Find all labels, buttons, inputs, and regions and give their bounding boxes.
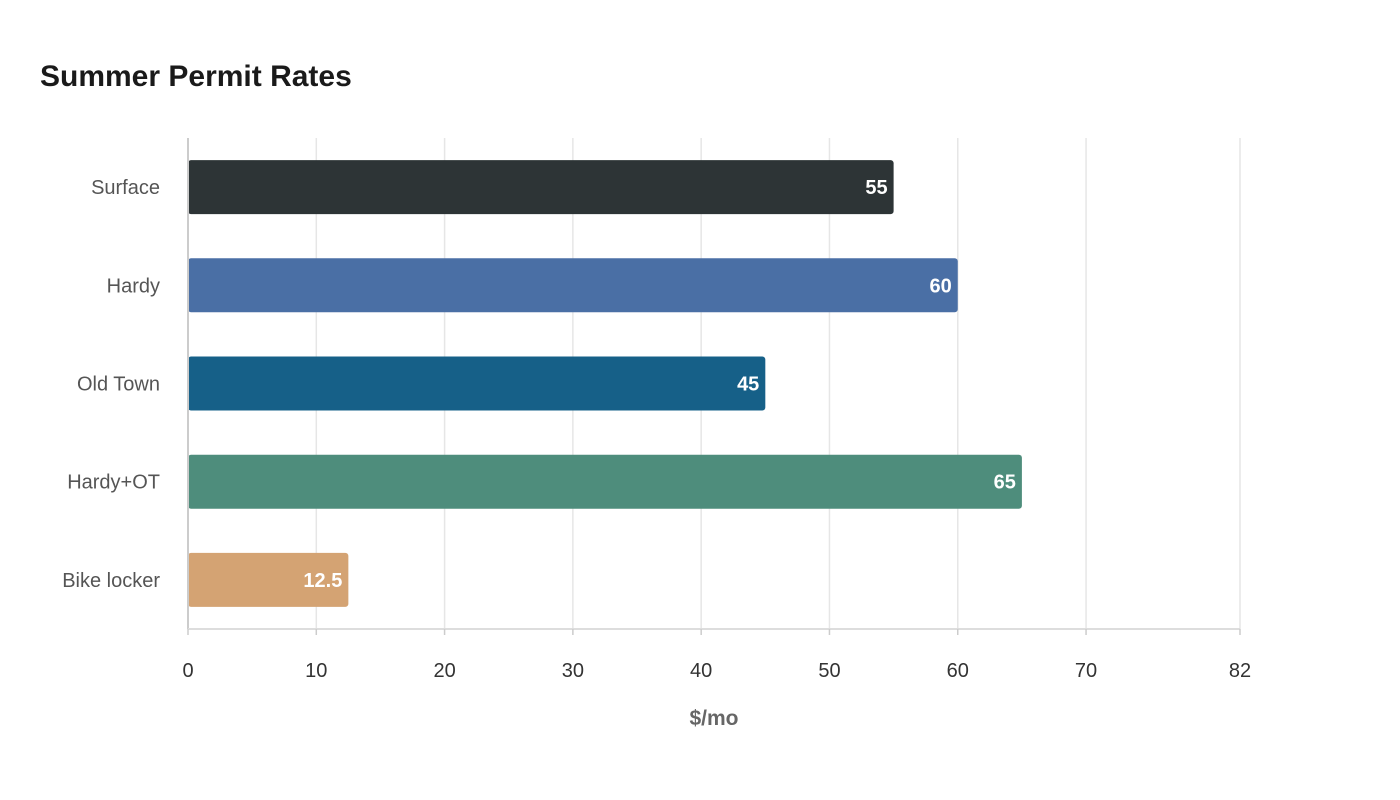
category-label-1: Hardy — [107, 275, 160, 297]
category-label-2: Old Town — [77, 374, 160, 396]
bar-3 — [188, 454, 1022, 509]
x-tick-label-1: 10 — [305, 660, 327, 682]
bar-0 — [188, 160, 894, 215]
bar-value-label-2: 45 — [737, 374, 759, 396]
category-label-4: Bike locker — [62, 570, 160, 592]
bars: 55 60 45 65 12.5 — [188, 160, 1022, 607]
bar-value-label-4: 12.5 — [303, 570, 342, 592]
x-tick-label-8: 82 — [1229, 660, 1251, 682]
x-tick-label-4: 40 — [690, 660, 712, 682]
x-tick-labels: 0 10 20 30 40 50 60 70 82 — [182, 629, 1251, 682]
x-tick-label-7: 70 — [1075, 660, 1097, 682]
x-tick-label-2: 20 — [433, 660, 455, 682]
bar-1 — [188, 258, 958, 313]
category-label-0: Surface — [91, 177, 160, 199]
chart-title: Summer Permit Rates — [40, 60, 352, 93]
x-tick-label-0: 0 — [182, 660, 193, 682]
bar-value-label-3: 65 — [994, 472, 1016, 494]
x-tick-label-5: 50 — [818, 660, 840, 682]
x-tick-label-6: 60 — [947, 660, 969, 682]
bar-value-label-0: 55 — [865, 177, 887, 199]
x-axis-title: $/mo — [689, 707, 738, 730]
axes — [187, 138, 1240, 630]
bar-value-label-1: 60 — [930, 275, 952, 297]
category-labels: Surface Hardy Old Town Hardy+OT Bike locker — [62, 177, 160, 592]
bar-4 — [188, 552, 349, 607]
x-tick-label-3: 30 — [562, 660, 584, 682]
category-label-3: Hardy+OT — [67, 472, 160, 494]
bar-2 — [188, 356, 766, 411]
